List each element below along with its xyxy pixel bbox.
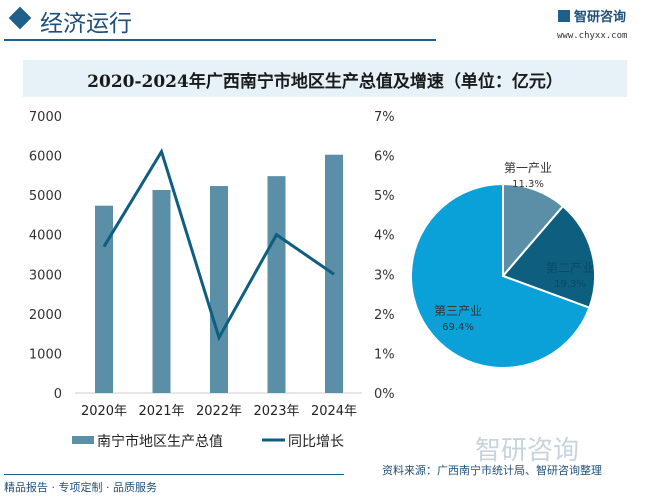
legend-line-label: 同比增长 bbox=[288, 434, 344, 450]
pie-slice-1 bbox=[502, 182, 565, 279]
left-axis-tick: 6000 bbox=[29, 150, 62, 165]
left-axis-tick: 3000 bbox=[29, 268, 62, 283]
left-axis-tick: 1000 bbox=[29, 347, 62, 362]
right-axis-tick: 6% bbox=[374, 150, 395, 165]
left-axis-tick: 4000 bbox=[29, 229, 62, 244]
x-axis-tick: 2020年 bbox=[81, 404, 127, 419]
brand-logo: 智研咨询 bbox=[558, 6, 626, 25]
right-axis-tick: 4% bbox=[374, 229, 395, 244]
pie-slice-2 bbox=[501, 204, 596, 309]
right-axis-tick: 7% bbox=[374, 110, 395, 125]
bar-2020年 bbox=[95, 205, 113, 393]
bar-2021年 bbox=[152, 189, 171, 393]
source-note: 资料来源：广西南宁市统计局、智研咨询整理 bbox=[382, 464, 602, 477]
pie-value-label: 11.3% bbox=[512, 179, 544, 190]
pie-label: 第三产业 bbox=[434, 304, 482, 318]
site-url: www.chyxx.com bbox=[557, 31, 628, 41]
x-axis-tick: 2024年 bbox=[311, 404, 357, 419]
left-axis-tick: 0 bbox=[54, 387, 62, 402]
logo-icon bbox=[558, 10, 570, 22]
header-divider bbox=[4, 39, 436, 41]
pie-slice-3 bbox=[410, 182, 591, 369]
right-axis-tick: 3% bbox=[374, 268, 395, 283]
watermark: 智研咨询 bbox=[475, 436, 580, 466]
left-axis-tick: 5000 bbox=[29, 189, 62, 204]
section-title: 经济运行 bbox=[40, 11, 132, 37]
bar-2022年 bbox=[210, 186, 228, 393]
left-axis-tick: 2000 bbox=[29, 308, 62, 323]
chart-title-box: 2020-2024年广西南宁市地区生产总值及增速（单位：亿元） bbox=[23, 60, 627, 97]
pie-value-label: 19.3% bbox=[554, 279, 586, 290]
footer-divider bbox=[4, 474, 344, 475]
logo-text: 智研咨询 bbox=[574, 10, 627, 25]
pie-label: 第一产业 bbox=[504, 161, 552, 175]
legend-bar-swatch bbox=[72, 436, 94, 444]
right-axis-tick: 0% bbox=[374, 387, 395, 402]
legend-bar-label: 南宁市地区生产总值 bbox=[97, 433, 223, 450]
x-axis-tick: 2023年 bbox=[253, 404, 299, 419]
chart-title: 2020-2024年广西南宁市地区生产总值及增速（单位：亿元） bbox=[87, 72, 563, 92]
x-axis-tick: 2022年 bbox=[196, 404, 242, 419]
right-axis-tick: 2% bbox=[374, 308, 395, 323]
pie-value-label: 69.4% bbox=[442, 322, 474, 333]
footer-tagline: 精品报告 · 专项定制 · 品质服务 bbox=[4, 481, 157, 494]
x-axis-tick: 2021年 bbox=[138, 404, 184, 419]
right-axis-tick: 1% bbox=[374, 347, 395, 362]
left-axis-tick: 7000 bbox=[29, 110, 62, 125]
bar-2023年 bbox=[267, 176, 286, 393]
pie-label: 第二产业 bbox=[546, 261, 594, 275]
right-axis-tick: 5% bbox=[374, 189, 395, 204]
